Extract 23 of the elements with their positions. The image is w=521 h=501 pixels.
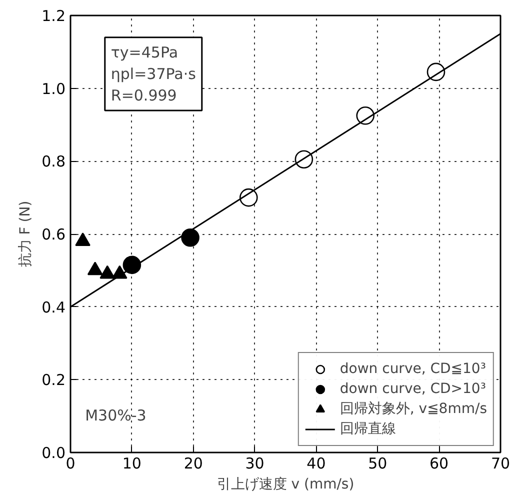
y-tick-label: 1.0 bbox=[42, 80, 66, 98]
y-tick-label: 1.2 bbox=[42, 7, 66, 25]
y-tick-label: 0.2 bbox=[42, 371, 66, 390]
legend-label: 回帰直線 bbox=[340, 420, 396, 438]
y-tick-label: 0.4 bbox=[42, 298, 66, 316]
x-tick-label: 30 bbox=[245, 454, 264, 472]
x-tick-label: 20 bbox=[184, 454, 203, 472]
x-tick-label: 60 bbox=[430, 454, 449, 472]
annotation: M30%-3 bbox=[85, 406, 146, 425]
x-tick-label: 10 bbox=[122, 454, 142, 472]
y-axis-title: 抗力 F (N) bbox=[18, 200, 34, 268]
x-tick-label: 70 bbox=[490, 454, 510, 472]
x-tick-label: 50 bbox=[368, 454, 388, 472]
legend-label: down curve, CD>10³ bbox=[340, 381, 486, 397]
y-tick-label: 0.8 bbox=[42, 152, 66, 171]
y-tick-label: 0.0 bbox=[42, 444, 66, 462]
x-tick-label: 40 bbox=[306, 454, 326, 472]
annotation: τy=45Pa ηpl=37Pa·s R=0.999 bbox=[110, 43, 196, 105]
y-tick-label: 0.6 bbox=[42, 226, 66, 244]
legend-label: down curve, CD≦10³ bbox=[340, 361, 486, 377]
x-tick-label: 0 bbox=[66, 454, 76, 472]
legend-label: 回帰対象外, v≦8mm/s bbox=[340, 400, 487, 418]
x-axis-title: 引上げ速度 v (mm/s) bbox=[216, 476, 354, 492]
